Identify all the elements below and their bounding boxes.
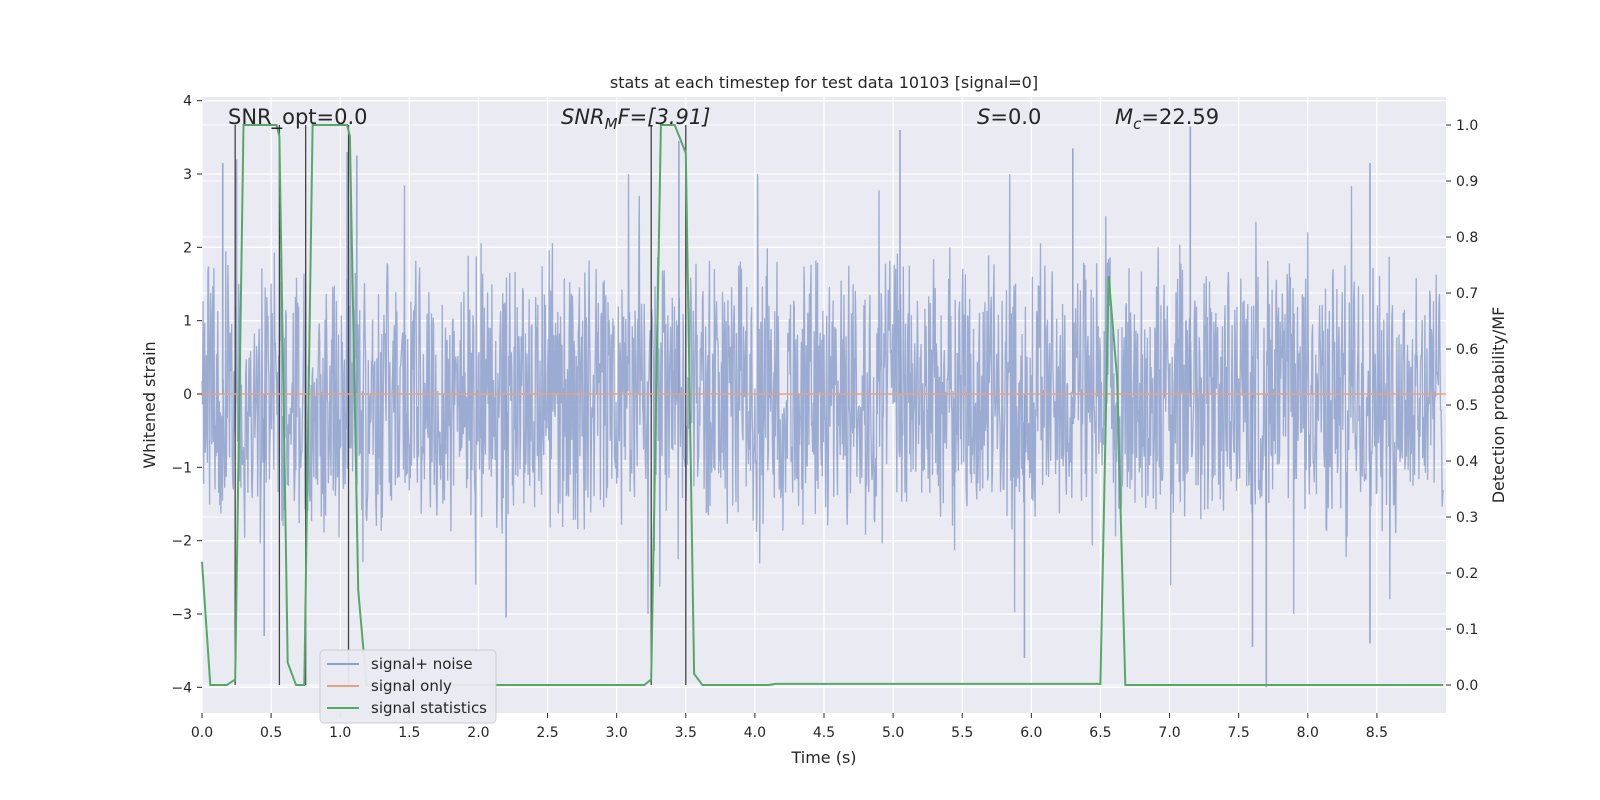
annotation-s: S=0.0	[977, 105, 1041, 129]
y-right-tick-label: 0.8	[1456, 230, 1478, 246]
x-tick-label: 2.0	[467, 725, 489, 741]
y-right-tick-label: 0.2	[1456, 566, 1478, 582]
y-right-tick-label: 0.5	[1456, 398, 1478, 414]
x-tick-label: 4.0	[744, 725, 766, 741]
y-right-tick-label: 0.1	[1456, 622, 1478, 638]
x-tick-label: 3.0	[606, 725, 628, 741]
vertical-markers	[234, 125, 687, 685]
annotation-mc: Mc=22.59	[1115, 105, 1219, 133]
x-tick-label: 0.5	[260, 725, 282, 741]
y-right-tick-label: 0.7	[1456, 286, 1478, 302]
x-tick-label: 2.5	[536, 725, 558, 741]
x-tick-label: 3.5	[675, 725, 697, 741]
y-left-tick-label: 3	[183, 167, 192, 183]
x-tick-label: 8.5	[1366, 725, 1388, 741]
legend-label-signal-only: signal only	[371, 677, 452, 695]
x-tick-label: 7.0	[1158, 725, 1180, 741]
y-left-tick-label: −3	[171, 607, 192, 623]
x-axis-ticks: 0.0 0.5 1.0 1.5 2.0 2.5 3.0 3.5 4.0 4.5 5.0 5.5 6.0 6…	[191, 713, 1388, 741]
y-right-tick-label: 0.3	[1456, 510, 1478, 526]
y-left-tick-label: −4	[171, 680, 192, 696]
y-left-tick-label: 2	[183, 240, 192, 256]
y-right-tick-label: 1.0	[1456, 118, 1478, 134]
y-left-tick-label: 4	[183, 94, 192, 110]
x-tick-label: 5.0	[882, 725, 904, 741]
y-right-tick-label: 0.4	[1456, 454, 1478, 470]
x-tick-label: 5.5	[951, 725, 973, 741]
annotation-snr-mf: SNRMF=[3.91]	[561, 105, 710, 133]
legend: signal+ noise signal only signal statist…	[319, 649, 497, 724]
y-axis-right-ticks: 0.0 0.1 0.2 0.3 0.4 0.5 0.6 0.7 0.8 0.9 1.0	[1446, 118, 1478, 694]
x-tick-label: 1.0	[329, 725, 351, 741]
legend-label-signal-noise: signal+ noise	[371, 655, 473, 673]
y-right-tick-label: 0.0	[1456, 678, 1478, 694]
y-axis-left-ticks: −4 −3 −2 −1 0 1 2 3 4	[171, 94, 202, 696]
y-right-tick-label: 0.9	[1456, 174, 1478, 190]
x-tick-label: 7.5	[1228, 725, 1250, 741]
x-tick-label: 1.5	[398, 725, 420, 741]
y-right-tick-label: 0.6	[1456, 342, 1478, 358]
chart-title: stats at each timestep for test data 101…	[610, 73, 1038, 92]
y-axis-left-label: Whitened strain	[140, 341, 159, 468]
y-axis-right-label: Detection probability/MF	[1489, 307, 1508, 504]
x-tick-label: 0.0	[191, 725, 213, 741]
x-tick-label: 8.0	[1297, 725, 1319, 741]
x-tick-label: 4.5	[813, 725, 835, 741]
legend-box	[319, 649, 497, 724]
annotation-snr-opt: SNR_opt=0.0	[228, 105, 368, 130]
x-tick-label: 6.5	[1089, 725, 1111, 741]
legend-label-signal-statistics: signal statistics	[371, 699, 487, 717]
y-left-tick-label: −2	[171, 534, 192, 550]
y-left-tick-label: −1	[171, 460, 192, 476]
y-left-tick-label: 0	[183, 387, 192, 403]
x-tick-label: 6.0	[1020, 725, 1042, 741]
y-left-tick-label: 1	[183, 314, 192, 330]
x-axis-label: Time (s)	[790, 748, 856, 767]
